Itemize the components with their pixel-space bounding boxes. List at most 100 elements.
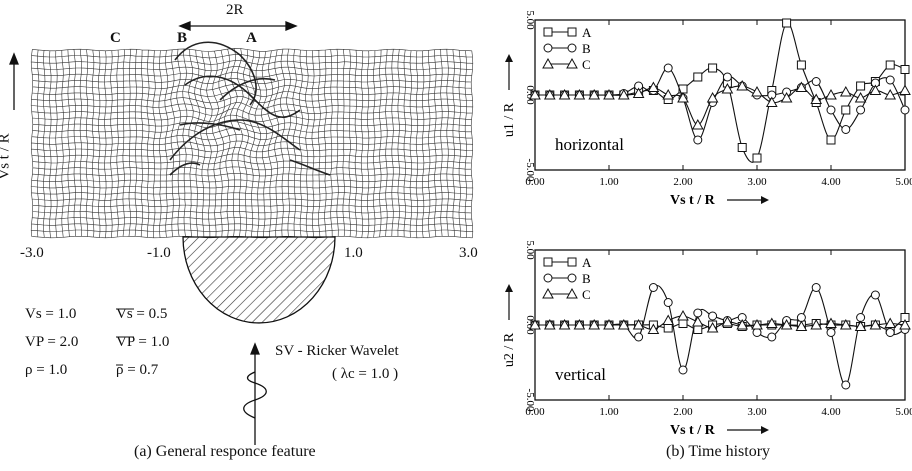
x-tick-pos1: 1.0 xyxy=(344,245,363,261)
point-c-label: C xyxy=(110,30,121,46)
point-C xyxy=(795,320,808,331)
point-C xyxy=(632,318,645,330)
point-A xyxy=(841,105,851,115)
component-label: vertical xyxy=(555,365,606,384)
point-C xyxy=(573,318,586,330)
x-tick-label: 3.00 xyxy=(747,176,767,188)
x-tick-label: 1.00 xyxy=(599,176,619,188)
wavelet-param: ( λc = 1.0 ) xyxy=(332,366,399,382)
point-C xyxy=(795,81,808,92)
time-history-charts: 0.00 1.00 2.00 3.00 4.00 5.005.000.00-5.00u1 … xyxy=(502,10,912,438)
x-axis-arrowhead xyxy=(761,426,769,434)
x-tick-label: 1.00 xyxy=(599,406,619,418)
point-B xyxy=(811,283,821,292)
caption-b: (b) Time history xyxy=(666,443,771,460)
point-C xyxy=(825,88,837,100)
point-A xyxy=(663,323,673,333)
point-C xyxy=(884,88,897,100)
point-C xyxy=(810,93,823,104)
point-C xyxy=(825,317,837,328)
point-C xyxy=(632,87,645,98)
param-rho: ρ = 1.0 xyxy=(25,362,68,378)
point-C xyxy=(839,318,852,330)
point-B xyxy=(678,365,688,375)
point-A xyxy=(885,60,895,70)
point-B xyxy=(900,105,910,115)
point-C xyxy=(588,318,601,330)
point-B xyxy=(841,125,851,134)
component-label: horizontal xyxy=(555,135,624,154)
param-overbars xyxy=(116,308,134,366)
x-axis-label: Vs t / R xyxy=(670,193,716,208)
legend-marker-C xyxy=(566,57,578,69)
point-B xyxy=(826,105,836,115)
point-C xyxy=(662,88,675,100)
legend-marker-B xyxy=(567,273,577,283)
legend-label-A: A xyxy=(582,25,592,40)
point-C xyxy=(721,82,734,94)
x-tick-label: 2.00 xyxy=(673,176,693,188)
legend-marker-A xyxy=(543,257,553,267)
point-A xyxy=(826,135,836,145)
point-B xyxy=(663,298,673,307)
point-C xyxy=(588,88,601,100)
point-C xyxy=(751,85,763,97)
point-C xyxy=(529,318,541,330)
point-B xyxy=(841,380,851,390)
point-B xyxy=(856,105,866,115)
width-2r-label: 2R xyxy=(226,2,244,18)
x-tick-neg1: -1.0 xyxy=(147,245,171,261)
mesh-figure xyxy=(9,21,474,445)
legend-label-C: C xyxy=(582,57,591,72)
axis-arrow xyxy=(9,52,19,110)
point-C xyxy=(765,317,778,328)
left-axis-label: Vs t / R xyxy=(0,133,13,180)
x-tick-label: 4.00 xyxy=(821,176,841,188)
x-tick-neg3: -3.0 xyxy=(20,245,44,261)
x-tick-label: 2.00 xyxy=(673,406,693,418)
point-C xyxy=(677,91,689,103)
point-B xyxy=(885,328,895,337)
point-B xyxy=(693,308,703,318)
legend-marker-C xyxy=(566,287,578,299)
point-A xyxy=(737,143,747,152)
point-C xyxy=(839,85,852,97)
point-B xyxy=(648,283,658,292)
point-A xyxy=(900,65,910,74)
x-tick-label: 5.00 xyxy=(895,406,912,418)
point-a-label: A xyxy=(246,30,257,46)
legend-label-B: B xyxy=(582,271,591,286)
wavelet-symbol xyxy=(243,342,267,445)
y-axis-arrowhead xyxy=(505,284,513,292)
point-C xyxy=(662,314,675,325)
x-axis-arrowhead xyxy=(761,196,769,204)
y-tick-label: 5.00 xyxy=(524,10,536,30)
param-vp-bar: VP = 1.0 xyxy=(116,334,170,350)
point-C xyxy=(721,315,734,327)
point-A xyxy=(856,81,866,91)
point-C xyxy=(869,318,882,330)
point-B xyxy=(663,63,673,73)
legend-marker-A xyxy=(567,257,577,267)
point-B xyxy=(693,135,703,145)
point-B xyxy=(826,328,836,337)
point-C xyxy=(691,118,704,130)
point-b-label: B xyxy=(177,30,188,46)
wavelet-label: SV - Ricker Wavelet xyxy=(275,343,399,359)
point-C xyxy=(558,88,571,100)
y-tick-label: 5.00 xyxy=(524,240,536,260)
point-C xyxy=(677,309,689,321)
point-C xyxy=(765,96,778,107)
param-vp: VP = 2.0 xyxy=(25,334,79,350)
deformed-mesh xyxy=(30,48,474,239)
point-C xyxy=(751,318,763,330)
x-axis-label: Vs t / R xyxy=(670,423,716,438)
inclusion-hatched xyxy=(182,236,336,324)
caption-a: (a) General responce feature xyxy=(134,443,316,460)
chart-vertical: 0.00 1.00 2.00 3.00 4.00 5.005.000.00-5.00u2 … xyxy=(502,240,912,438)
point-B xyxy=(752,328,762,337)
2r-arrow xyxy=(178,21,298,31)
legend-label-C: C xyxy=(582,287,591,302)
y-tick-label: -5.00 xyxy=(524,159,536,182)
point-C xyxy=(617,88,630,100)
